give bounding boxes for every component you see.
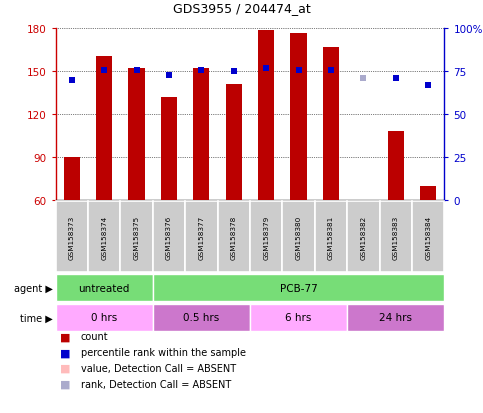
Bar	[153, 202, 185, 272]
Bar	[56, 275, 153, 301]
Bar	[323, 48, 339, 201]
Bar	[347, 304, 444, 331]
Text: GSM158375: GSM158375	[133, 215, 140, 259]
Bar	[153, 304, 250, 331]
Text: GDS3955 / 204474_at: GDS3955 / 204474_at	[172, 2, 311, 15]
Bar	[64, 158, 80, 201]
Text: value, Detection Call = ABSENT: value, Detection Call = ABSENT	[81, 363, 236, 373]
Text: GSM158376: GSM158376	[166, 215, 172, 259]
Bar	[88, 202, 120, 272]
Text: PCB-77: PCB-77	[280, 283, 317, 293]
Text: rank, Detection Call = ABSENT: rank, Detection Call = ABSENT	[81, 379, 231, 389]
Bar	[412, 202, 444, 272]
Text: GSM158379: GSM158379	[263, 215, 269, 259]
Bar	[120, 202, 153, 272]
Text: ■: ■	[60, 363, 71, 373]
Bar	[250, 202, 283, 272]
Bar	[250, 304, 347, 331]
Text: untreated: untreated	[78, 283, 130, 293]
Bar	[420, 186, 436, 201]
Bar	[153, 275, 444, 301]
Text: GSM158380: GSM158380	[296, 215, 301, 259]
Text: agent ▶: agent ▶	[14, 283, 53, 293]
Bar	[56, 202, 88, 272]
Bar	[217, 202, 250, 272]
Bar	[388, 132, 404, 201]
Bar	[258, 31, 274, 201]
Bar	[193, 69, 210, 201]
Text: GSM158382: GSM158382	[360, 215, 367, 259]
Text: 0 hrs: 0 hrs	[91, 313, 117, 323]
Text: GSM158377: GSM158377	[199, 215, 204, 259]
Bar	[128, 69, 144, 201]
Bar	[380, 202, 412, 272]
Bar	[283, 202, 315, 272]
Text: count: count	[81, 332, 108, 342]
Text: GSM158373: GSM158373	[69, 215, 75, 259]
Text: ■: ■	[60, 332, 71, 342]
Text: 0.5 hrs: 0.5 hrs	[183, 313, 219, 323]
Text: time ▶: time ▶	[20, 313, 53, 323]
Text: ■: ■	[60, 379, 71, 389]
Bar	[315, 202, 347, 272]
Text: ■: ■	[60, 347, 71, 357]
Text: GSM158384: GSM158384	[425, 215, 431, 259]
Bar	[56, 304, 153, 331]
Text: 6 hrs: 6 hrs	[285, 313, 312, 323]
Text: 24 hrs: 24 hrs	[379, 313, 412, 323]
Text: percentile rank within the sample: percentile rank within the sample	[81, 347, 246, 357]
Bar	[290, 33, 307, 201]
Bar	[347, 202, 380, 272]
Bar	[185, 202, 217, 272]
Text: GSM158383: GSM158383	[393, 215, 399, 259]
Bar	[226, 85, 242, 201]
Text: GSM158374: GSM158374	[101, 215, 107, 259]
Text: GSM158381: GSM158381	[328, 215, 334, 259]
Text: GSM158378: GSM158378	[231, 215, 237, 259]
Bar	[161, 98, 177, 201]
Bar	[96, 57, 112, 201]
